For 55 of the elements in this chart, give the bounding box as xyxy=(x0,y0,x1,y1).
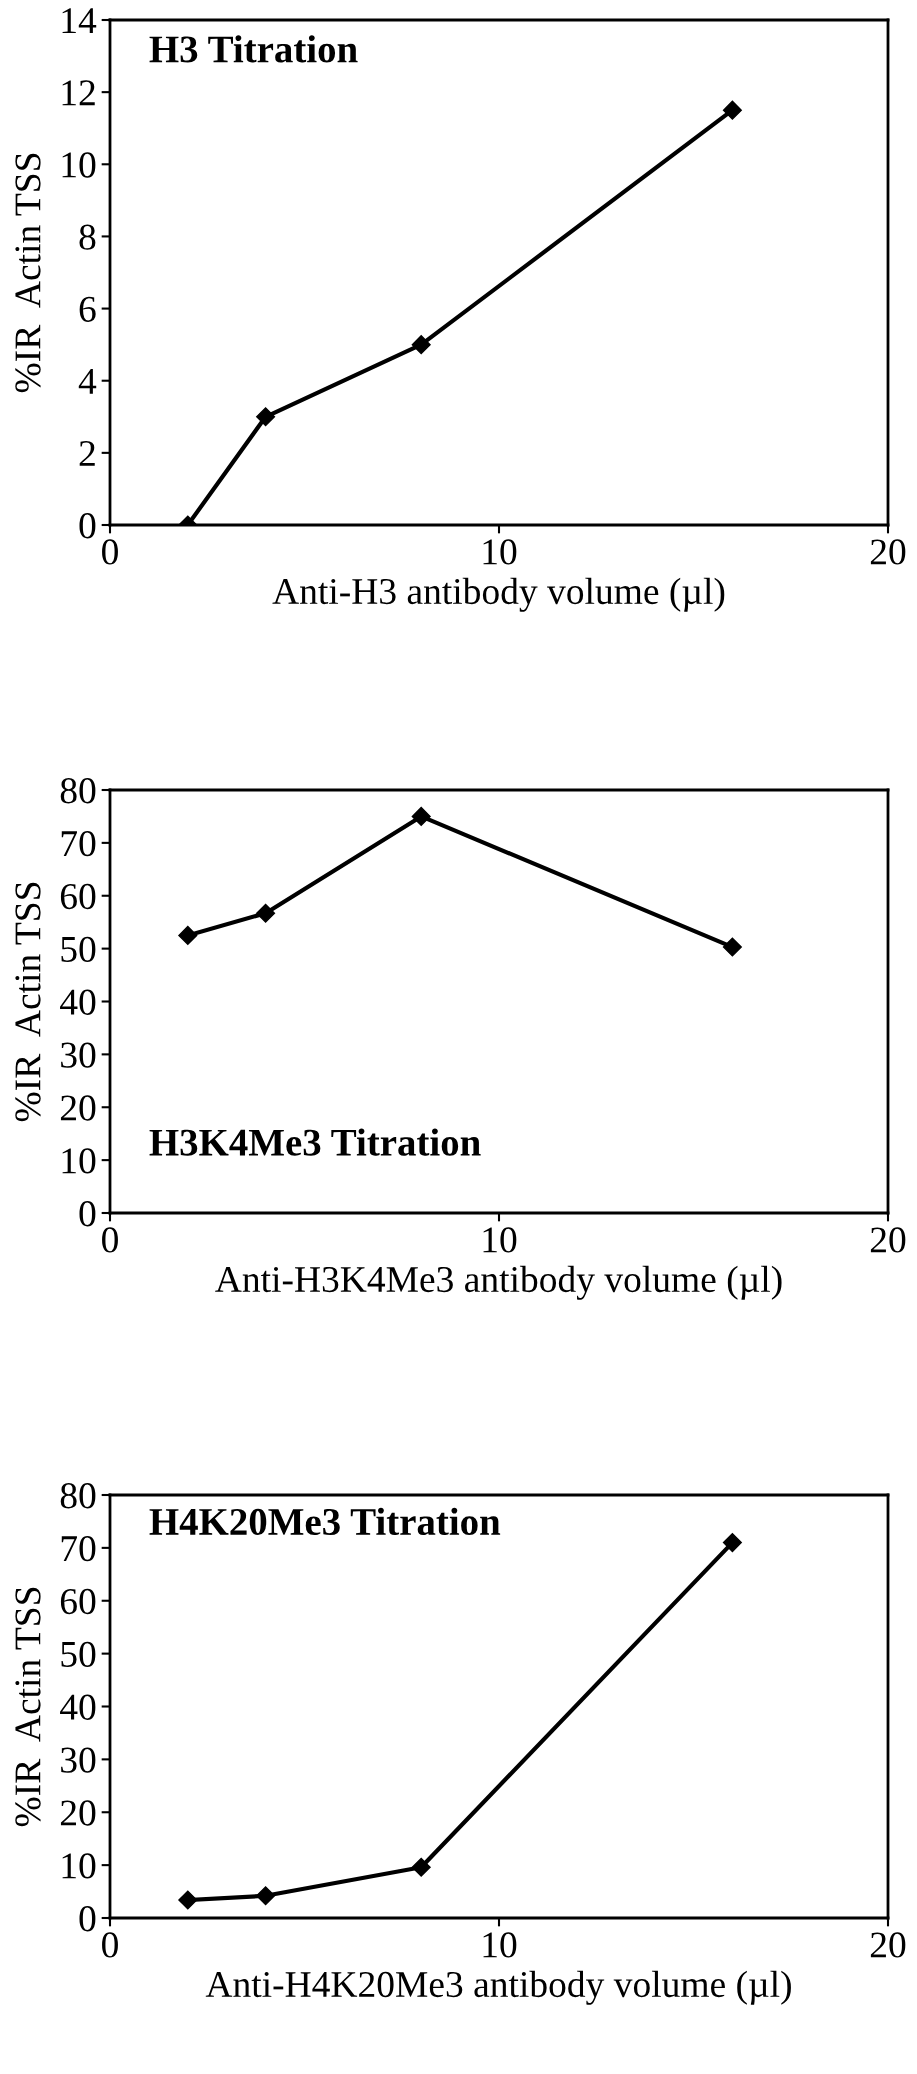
y-tick-label: 12 xyxy=(62,80,95,106)
point xyxy=(411,806,431,826)
point xyxy=(256,903,276,923)
y-tick-label: 50 xyxy=(61,936,96,962)
y-tick-label: 0 xyxy=(79,1906,96,1932)
y-tick-label: 10 xyxy=(62,152,96,178)
y-tick-label: 70 xyxy=(61,1535,96,1562)
text: H3K4Me3 Titration xyxy=(149,1128,481,1156)
y-tick-label: 14 xyxy=(62,8,97,34)
point xyxy=(722,937,742,957)
point xyxy=(411,1857,431,1877)
y-tick-label: 0 xyxy=(79,1201,96,1227)
x-tick-label: 0 xyxy=(102,1932,118,1958)
y-tick-label: 10 xyxy=(62,1148,96,1174)
y-tick-label: 8 xyxy=(79,224,96,250)
x-axis-title: Anti-H3 antibody volume (µl) xyxy=(272,577,725,612)
y-tick-label: 50 xyxy=(61,1641,96,1667)
point xyxy=(411,335,431,355)
x-tick-label: 20 xyxy=(870,539,906,565)
y-tick-label: 2 xyxy=(79,441,95,466)
y-tick-label: 10 xyxy=(62,1853,96,1879)
y-tick-label: 60 xyxy=(60,883,96,910)
point xyxy=(256,1886,276,1906)
y-tick-label: 30 xyxy=(61,1042,96,1068)
y-axis-title: %IR Actin TSS xyxy=(15,882,41,1122)
point xyxy=(178,925,198,945)
x-tick-label: 0 xyxy=(102,1227,118,1253)
y-tick-label: 20 xyxy=(60,1095,96,1121)
y-tick-label: 60 xyxy=(60,1588,96,1615)
chart-title: H3 Titration xyxy=(149,35,358,63)
point xyxy=(178,1890,198,1910)
y-tick-label: 80 xyxy=(60,778,96,804)
y-axis-title: %IR Actin TSS xyxy=(15,153,41,393)
y-tick-label: 20 xyxy=(60,1800,96,1826)
point xyxy=(722,1533,742,1553)
y-tick-label: 0 xyxy=(79,513,96,539)
x-axis-title: Anti-H3K4Me3 antibody volume (µl) xyxy=(215,1265,782,1300)
x-tick-label: 20 xyxy=(870,1932,906,1958)
y-tick-label: 40 xyxy=(60,1694,96,1720)
x-tick-label: 10 xyxy=(483,1932,517,1958)
y-tick-label: 4 xyxy=(78,369,97,394)
x-tick-label: 20 xyxy=(870,1227,906,1253)
x-tick-label: 0 xyxy=(102,539,118,565)
x-tick-label: 10 xyxy=(483,1227,517,1253)
y-tick-label: 80 xyxy=(60,1483,96,1509)
y-tick-label: 70 xyxy=(61,830,96,857)
point xyxy=(256,407,276,427)
y-tick-label: 6 xyxy=(79,296,96,322)
x-axis-title: Anti-H4K20Me3 antibody volume (µl) xyxy=(205,1970,791,2005)
y-tick-label: 40 xyxy=(60,989,96,1015)
chart-title: H4K20Me3 Titration xyxy=(149,1507,501,1536)
x-tick-label: 10 xyxy=(483,539,517,565)
y-tick-label: 30 xyxy=(61,1747,96,1773)
y-axis-title: %IR Actin TSS xyxy=(15,1587,41,1827)
point xyxy=(722,100,742,120)
